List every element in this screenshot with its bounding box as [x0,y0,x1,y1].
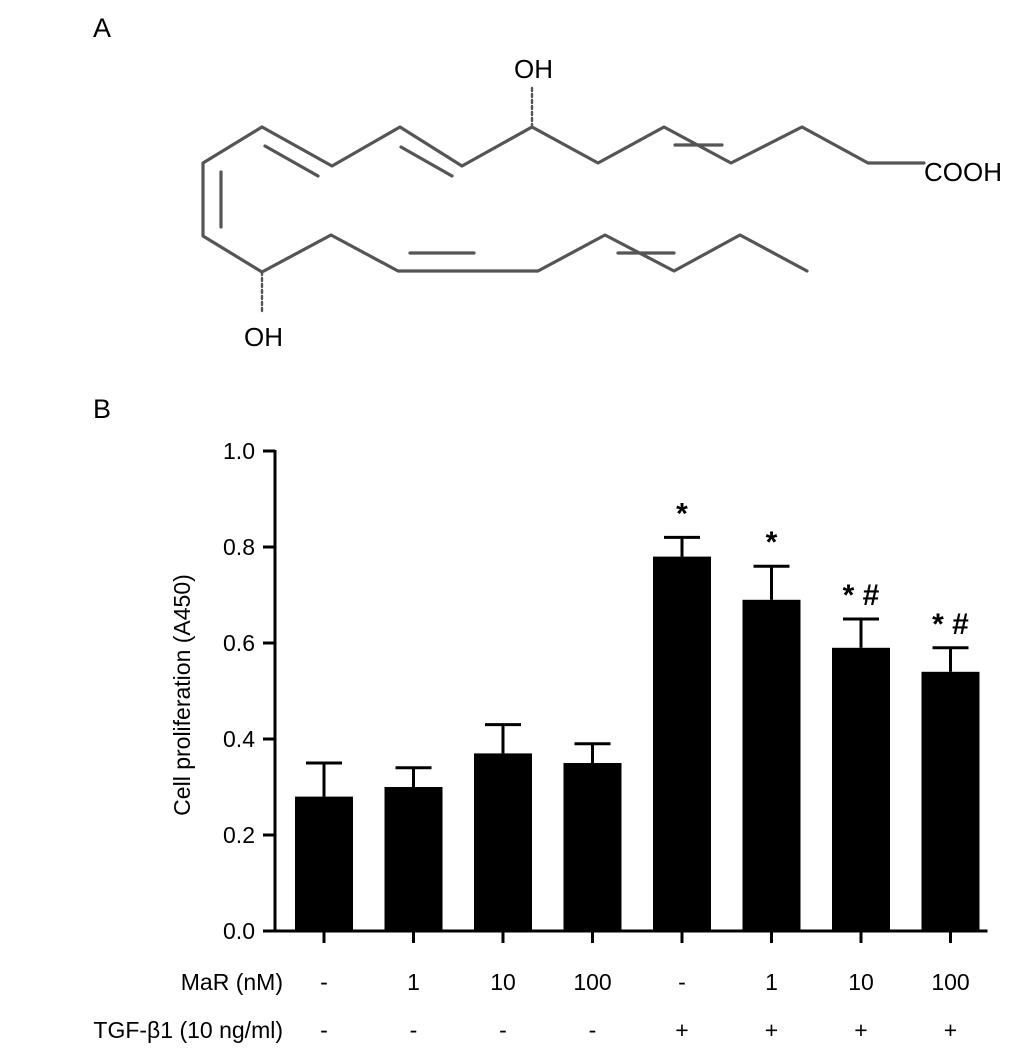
double-bond-1 [263,144,320,178]
y-axis-label: Cell proliferation (A450) [169,574,195,816]
y-axis-ticks: 0.0 0.2 0.4 0.6 0.8 1.0 [223,438,275,944]
tgf-value: - [410,1017,418,1043]
tgf-row-label: TGF-β1 (10 ng/ml) [93,1017,283,1043]
panel-a-label: A [93,13,111,43]
oh-top-label: OH [514,54,553,84]
mar-value: 10 [490,969,516,995]
bar [474,753,532,931]
double-bond-2 [399,145,454,178]
tgf-value: - [499,1017,507,1043]
significance-label: * [766,526,778,559]
tgf-value: - [320,1017,328,1043]
mar-value: - [320,969,328,995]
tgf-value: + [765,1017,778,1043]
y-tick-label: 0.2 [223,822,255,848]
tgf-value: + [854,1017,867,1043]
y-tick-label: 0.0 [223,918,255,944]
significance-label: * [676,497,688,530]
bar [653,556,711,931]
tgf-row: - - - - + + + + [320,1017,957,1043]
significance-label: * # [843,579,880,612]
bar [384,787,443,931]
oh-bottom-label: OH [244,322,283,352]
y-tick-label: 0.4 [223,726,255,752]
tgf-value: - [589,1017,597,1043]
mar-value: - [678,969,686,995]
significance-annotations: * * * # * # [676,497,969,640]
error-bars [306,535,969,797]
cooh-label: COOH [924,157,1002,187]
mar-value: 1 [407,969,420,995]
x-axis-ticks [322,931,952,943]
significance-label: * # [932,608,969,641]
mar-row: - 1 10 100 - 1 10 100 [320,969,970,995]
bar [563,763,622,931]
bars [295,556,980,931]
y-tick-label: 1.0 [223,438,255,464]
y-tick-label: 0.8 [223,534,255,560]
mar-value: 1 [765,969,778,995]
mar-row-label: MaR (nM) [181,969,283,995]
mar-value: 100 [573,969,611,995]
panel-b-label: B [93,394,111,424]
mar-value: 10 [848,969,874,995]
y-tick-label: 0.6 [223,630,255,656]
bar [832,647,890,931]
bar [295,796,353,931]
bar [742,599,801,931]
tgf-value: + [944,1017,957,1043]
mar-value: 100 [931,969,969,995]
molecule-structure [201,86,926,313]
left-chain [201,125,264,274]
tgf-value: + [675,1017,688,1043]
bar [921,671,980,931]
upper-chain [260,125,926,168]
lower-chain [260,233,809,274]
